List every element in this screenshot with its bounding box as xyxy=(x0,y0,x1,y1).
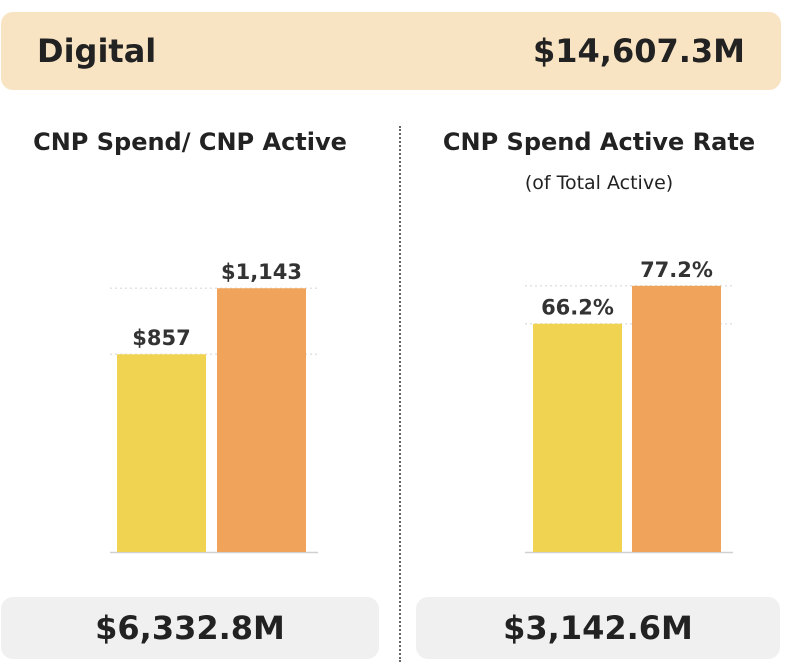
chart-2-subtitle: (of Total Active) xyxy=(524,172,674,194)
chart-2-footer-value: $3,142.6M xyxy=(503,609,693,647)
chart-2-footer: $3,142.6M xyxy=(416,597,780,659)
panel-divider xyxy=(399,126,401,662)
summary-header: Digital $14,607.3M xyxy=(1,12,781,90)
chart-1-bar-1 xyxy=(117,354,206,552)
header-total-value: $14,607.3M xyxy=(532,32,745,70)
chart-2-data-label-1: 66.2% xyxy=(541,296,614,320)
chart-2-bar-1 xyxy=(533,323,622,552)
chart-1-bar-2 xyxy=(217,288,306,552)
chart-1-plot: $857 $1,143 xyxy=(110,260,318,554)
chart-1-title: CNP Spend/ CNP Active xyxy=(33,128,347,156)
header-label: Digital xyxy=(37,32,157,70)
chart-2-bar-2 xyxy=(632,285,721,552)
chart-2-data-label-2: 77.2% xyxy=(640,258,713,282)
chart-1-footer-value: $6,332.8M xyxy=(95,609,285,647)
chart-1-data-label-1: $857 xyxy=(132,326,190,350)
chart-2-plot: 66.2% 77.2% xyxy=(525,258,733,554)
chart-1-data-label-2: $1,143 xyxy=(221,260,302,284)
chart-2-title: CNP Spend Active Rate xyxy=(442,128,756,156)
chart-1-footer: $6,332.8M xyxy=(1,597,379,659)
